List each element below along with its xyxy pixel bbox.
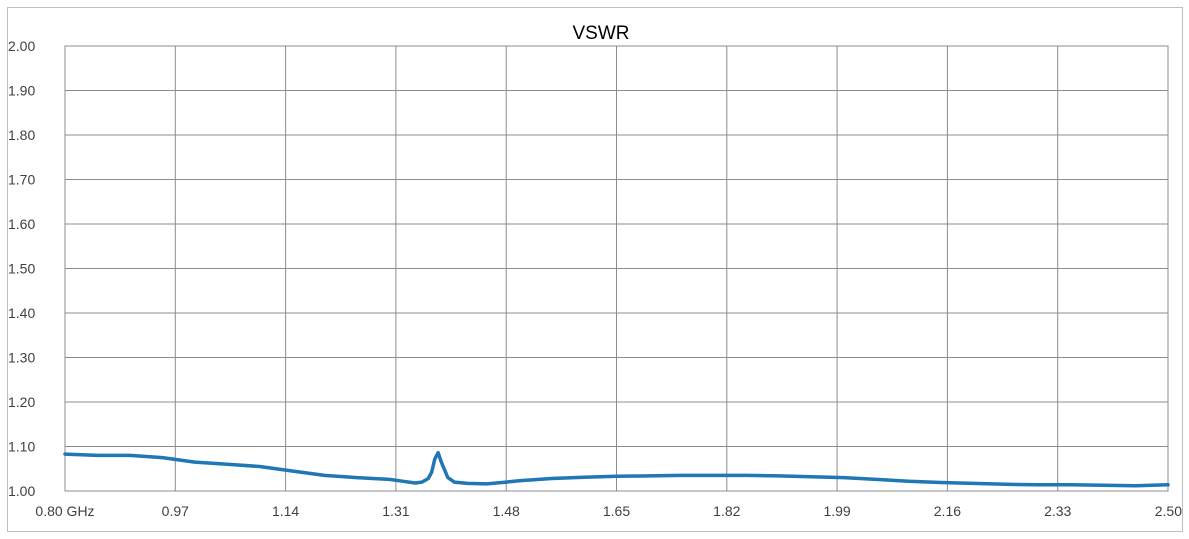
series-group	[63, 450, 1170, 488]
x-tick-label: 2.50	[1155, 503, 1182, 519]
y-tick-label: 1.60	[8, 216, 35, 232]
chart-frame	[7, 7, 1183, 532]
x-tick-label: 1.99	[823, 503, 850, 519]
y-tick-label: 1.90	[8, 83, 35, 99]
x-tick-label: 2.16	[934, 503, 961, 519]
x-axis-ticks: 0.80 GHz 0.97 1.14 1.31 1.48 1.65 1.82 1.99 2.16…	[35, 503, 1182, 519]
chart-title: VSWR	[573, 23, 630, 44]
x-tick-label: 2.33	[1044, 503, 1071, 519]
series-line-vswr	[63, 450, 1170, 488]
y-tick-label: 1.30	[8, 350, 35, 366]
x-tick-label: 0.97	[162, 503, 189, 519]
y-tick-label: 1.50	[8, 261, 35, 277]
y-tick-label: 1.80	[8, 127, 35, 143]
x-tick-label: 1.31	[382, 503, 409, 519]
y-tick-label: 1.10	[8, 439, 35, 455]
y-tick-label: 1.70	[8, 172, 35, 188]
x-tick-label: 1.48	[493, 503, 520, 519]
x-tick-label: 1.65	[603, 503, 630, 519]
y-tick-label: 1.00	[8, 483, 35, 499]
x-tick-label: 1.14	[272, 503, 299, 519]
y-tick-label: 1.20	[8, 394, 35, 410]
x-tick-label: 0.80 GHz	[35, 503, 94, 519]
x-tick-label: 1.82	[713, 503, 740, 519]
y-tick-label: 1.40	[8, 305, 35, 321]
y-tick-label: 2.00	[8, 38, 35, 54]
y-axis-ticks: 2.00 1.90 1.80 1.70 1.60 1.50 1.40 1.30 1.20 1.10…	[8, 38, 35, 499]
grid-lines	[64, 45, 1169, 492]
